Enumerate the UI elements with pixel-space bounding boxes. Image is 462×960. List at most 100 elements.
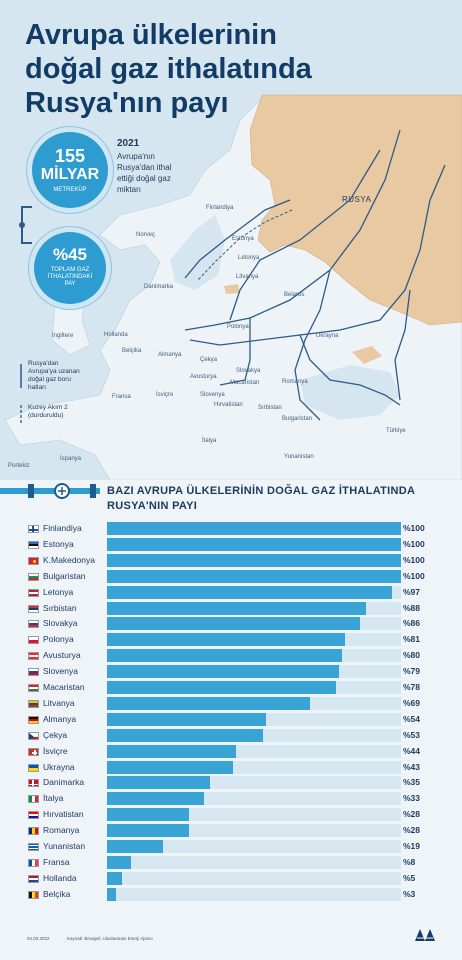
flag-netherlands-icon [28,874,39,883]
bar-track [107,840,401,853]
category-label: Fransa [43,856,70,867]
map-label-bulgaria: Bulgaristan [282,416,313,422]
flag-poland-icon [28,636,39,645]
bar-track [107,776,401,790]
bar [107,840,163,853]
category-label: Romanya [43,825,80,836]
bar [107,537,401,551]
bar-track [107,887,401,901]
bar-row: Hollanda %5 [28,871,443,886]
value-label: %8 [403,856,416,867]
value-label: %88 [403,602,421,613]
map-label-serbia: Sırbistan [258,405,282,411]
bar-row: İtalya %33 [28,792,443,806]
map-label-greece: Yunanistan [284,454,314,460]
value-label: %28 [403,809,421,820]
bar-row: Macaristan %78 [28,681,443,695]
category-label: Hırvatistan [43,809,84,820]
share-number: %45 [52,245,88,264]
bar-track [107,871,401,885]
share-badge: %45 TOPLAM GAZ İTHALATINDAKİ PAY [34,232,106,304]
value-label: %100 [403,570,425,581]
bar-track [107,633,401,647]
info-year: 2021 [117,138,140,149]
bar-row: Danimarka %35 [28,776,443,790]
map-label-slovakia: Slovakya [236,368,261,374]
bar-track [107,522,401,535]
category-label: Polonya [43,634,74,645]
map-label-france: Fransa [112,394,131,400]
aa-logo-icon [415,929,435,941]
category-label: Almanya [43,713,77,724]
bar [107,569,401,583]
map-label-germany: Almanya [158,352,182,358]
flag-denmark-icon [28,779,39,788]
map-label-slovenia: Slovenya [200,392,225,398]
value-label: %35 [403,777,421,788]
bar [107,744,237,758]
category-label: Danimarka [43,777,85,788]
map-label-italy: İtalya [202,438,217,444]
map-label-finland: Finlandiya [206,205,234,211]
bar-track [107,712,401,726]
flag-finland-icon [28,525,39,533]
bar-row: Sırbistan %88 [28,601,443,616]
volume-sub: METREKÜP [53,187,87,193]
map-label-russia: RUSYA [342,195,372,204]
bar [107,585,393,599]
bar-row: Ukrayna %43 [28,760,443,775]
value-label: %44 [403,745,421,756]
bar-row: Slovenya %79 [28,665,443,679]
volume-number: 155 [54,146,86,166]
bar [107,824,190,838]
category-label: Letonya [43,586,74,597]
bar-track [107,728,401,742]
value-label: %78 [403,682,421,692]
kaliningrad [224,284,240,294]
value-label: %100 [403,538,425,549]
bar [107,601,366,615]
bar [107,649,343,663]
bar-track [107,585,401,599]
category-label: Yunanistan [43,841,86,851]
category-label: Çekya [43,729,68,740]
value-label: %69 [403,697,421,708]
bar-row: Almanya %54 [28,712,443,727]
flag-czechia-icon [28,731,39,740]
value-label: %3 [403,888,416,899]
map-label-estonia: Estonya [232,236,254,242]
bar-row: Bulgaristan %100 [28,569,443,584]
bar [107,808,190,822]
bar [107,792,205,806]
category-label: Sırbistan [43,602,77,613]
flag-slovakia-icon [28,620,39,629]
page-title: Avrupa ülkelerinin doğal gaz ithalatında… [25,19,312,119]
map-label-denmark: Danimarka [144,284,174,290]
bar [107,522,401,535]
map-label-portugal: Portekiz [8,463,30,469]
bar-track [107,792,401,806]
pipeline-legend-icon [20,364,22,388]
bar-row: Fransa %8 [28,855,443,870]
flag-estonia-icon [28,540,39,549]
bar [107,696,310,710]
value-label: %81 [403,634,421,645]
bar-track [107,760,401,774]
map-label-latvia: Letonya [238,255,260,261]
bar-track [107,665,401,679]
map-label-croatia: Hırvatistan [214,402,243,408]
bar-row: Hırvatistan %28 [28,808,443,822]
map-label-netherlands: Hollanda [104,332,128,338]
pipe-connector-icon [19,206,32,244]
bar-row: Estonya %100 [28,537,443,552]
bar-row: Slovakya %86 [28,617,443,631]
chart-title: BAZI AVRUPA ÜLKELERİNİN DOĞAL GAZ İTHALA… [107,485,415,512]
map-label-austria: Avusturya [190,374,217,380]
bar-track [107,744,401,758]
flag-north-macedonia-icon [28,556,39,565]
category-label: Finlandiya [43,523,82,533]
map-label-lithuania: Litvanya [236,274,259,280]
map-label-ukraine: Ukrayna [316,333,339,339]
category-label: İtalya [43,793,64,804]
category-label: İsviçre [43,745,68,756]
